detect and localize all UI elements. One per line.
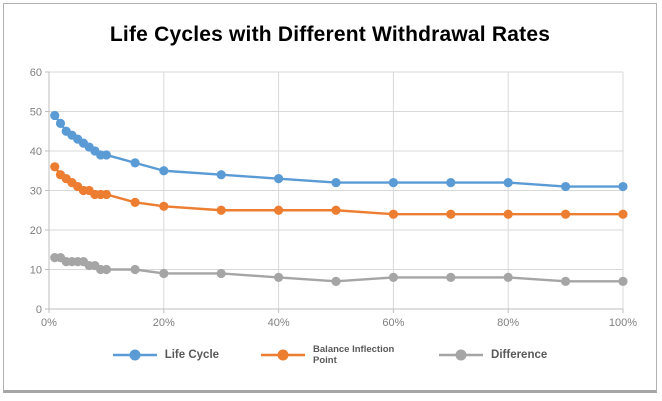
plot-container: 0 10 20 30 40 50 60 0% 20% 40% 60% 80% 100% bbox=[17, 58, 662, 330]
data-point-difference bbox=[130, 264, 140, 275]
data-point-balance-inflection-point bbox=[503, 209, 513, 219]
x-axis-tick-label: 40% bbox=[268, 317, 290, 329]
legend-label-difference: Difference bbox=[491, 349, 548, 362]
data-point-balance-inflection-point bbox=[159, 201, 169, 211]
data-point-difference bbox=[561, 276, 571, 286]
y-axis-tick-label: 10 bbox=[30, 265, 42, 277]
legend-item-life-cycle: Life Cycle bbox=[112, 348, 220, 362]
y-axis-tick-label: 0 bbox=[36, 304, 42, 316]
data-point-difference bbox=[331, 276, 341, 286]
data-point-balance-inflection-point bbox=[388, 209, 398, 219]
data-point-life-cycle bbox=[55, 118, 66, 128]
data-point-difference bbox=[101, 264, 111, 275]
x-axis-tick-label: 60% bbox=[382, 317, 404, 329]
data-point-life-cycle bbox=[618, 181, 628, 192]
data-point-balance-inflection-point bbox=[446, 209, 456, 219]
data-point-life-cycle bbox=[331, 178, 341, 188]
data-point-difference bbox=[274, 272, 284, 282]
y-axis-tick-label: 40 bbox=[30, 146, 42, 158]
data-point-balance-inflection-point bbox=[50, 162, 60, 172]
legend-item-difference: Difference bbox=[439, 348, 547, 362]
y-axis-tick-label: 60 bbox=[30, 67, 42, 79]
balance-inflection-legend-marker-icon bbox=[261, 349, 306, 361]
data-point-balance-inflection-point bbox=[331, 205, 341, 215]
data-point-life-cycle bbox=[446, 178, 456, 188]
data-point-difference bbox=[388, 272, 398, 282]
data-point-life-cycle bbox=[503, 178, 513, 188]
life-cycle-legend-marker-icon bbox=[112, 349, 157, 361]
data-point-difference bbox=[216, 268, 226, 279]
data-point-life-cycle bbox=[159, 166, 169, 176]
y-axis-tick-label: 20 bbox=[30, 225, 42, 237]
y-axis-tick-label: 30 bbox=[30, 186, 42, 198]
data-point-life-cycle bbox=[50, 110, 60, 121]
data-point-life-cycle bbox=[274, 174, 284, 184]
legend-item-balance-inflection-point: Balance Inflection Point bbox=[261, 344, 397, 367]
data-point-difference bbox=[503, 272, 513, 282]
x-axis-tick-label: 0% bbox=[41, 317, 57, 329]
data-point-life-cycle bbox=[216, 170, 226, 180]
data-point-balance-inflection-point bbox=[274, 205, 284, 215]
data-point-life-cycle bbox=[130, 158, 140, 168]
data-point-life-cycle bbox=[101, 150, 111, 160]
y-axis-tick-label: 50 bbox=[30, 107, 42, 119]
data-point-difference bbox=[618, 276, 628, 286]
line-chart: 0 10 20 30 40 50 60 0% 20% 40% 60% 80% 100% bbox=[30, 67, 638, 329]
data-point-difference bbox=[446, 272, 456, 282]
data-point-balance-inflection-point bbox=[561, 209, 571, 219]
legend-label-life-cycle: Life Cycle bbox=[164, 349, 220, 362]
difference-legend-marker-icon bbox=[439, 349, 484, 361]
data-point-balance-inflection-point bbox=[618, 209, 628, 219]
legend-label-balance-inflection-point: Balance Inflection Point bbox=[313, 344, 395, 367]
chart-frame: Life Cycles with Different Withdrawal Ra… bbox=[3, 3, 657, 393]
data-point-difference bbox=[159, 268, 169, 279]
x-axis-tick-label: 100% bbox=[609, 317, 637, 329]
data-point-life-cycle bbox=[388, 178, 398, 188]
data-point-life-cycle bbox=[561, 181, 571, 192]
data-point-balance-inflection-point bbox=[216, 205, 226, 215]
chart-title: Life Cycles with Different Withdrawal Ra… bbox=[109, 23, 551, 46]
x-axis-tick-label: 80% bbox=[497, 317, 519, 329]
chart-legend: Life Cycle Balance Inflection Point Diff… bbox=[4, 344, 656, 367]
data-point-balance-inflection-point bbox=[130, 197, 140, 207]
x-axis-tick-label: 20% bbox=[153, 317, 175, 329]
data-point-balance-inflection-point bbox=[101, 189, 111, 200]
